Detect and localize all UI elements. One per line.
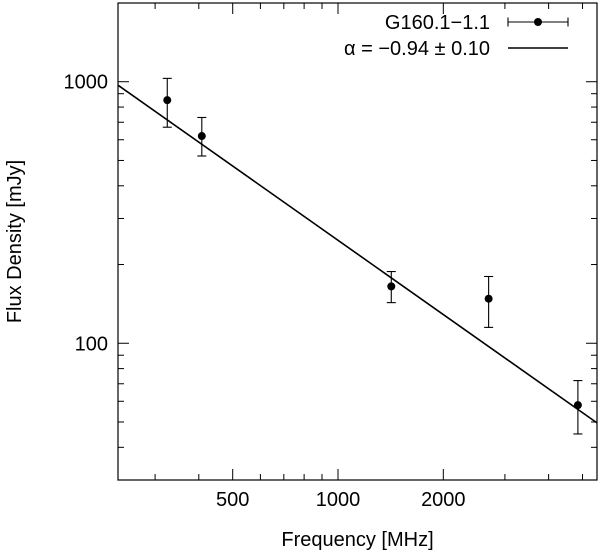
data-point <box>163 96 172 105</box>
x-axis-label: Frequency [MHz] <box>281 529 433 551</box>
legend-marker <box>534 18 542 26</box>
data-point-group <box>197 116 207 157</box>
x-tick-label: 1000 <box>316 489 361 511</box>
legend-label-data: G160.1−1.1 <box>385 12 490 34</box>
legend-label-fit: α = −0.94 ± 0.10 <box>344 38 490 60</box>
y-axis-label: Flux Density [mJy] <box>4 160 26 323</box>
plot-frame <box>117 2 598 481</box>
legend: G160.1−1.1 α = −0.94 ± 0.10 <box>344 12 569 60</box>
x-tick-label: 500 <box>216 489 249 511</box>
data-point-group <box>386 271 396 304</box>
ticks-layer: 500 1000 2000 100 1000 <box>64 2 597 511</box>
data-point <box>197 132 206 141</box>
data-point-group <box>162 77 172 128</box>
data-point <box>387 282 396 291</box>
fit-layer <box>117 84 598 424</box>
data-point <box>484 294 493 303</box>
y-tick-label: 1000 <box>64 72 109 94</box>
legend-sample-data <box>507 17 569 27</box>
y-tick-label: 100 <box>75 333 108 355</box>
x-tick-label: 2000 <box>421 489 466 511</box>
data-point <box>573 401 582 410</box>
points-layer <box>162 77 583 435</box>
data-point-group <box>484 275 494 328</box>
data-point-group <box>573 380 583 435</box>
fit-line <box>117 84 598 424</box>
